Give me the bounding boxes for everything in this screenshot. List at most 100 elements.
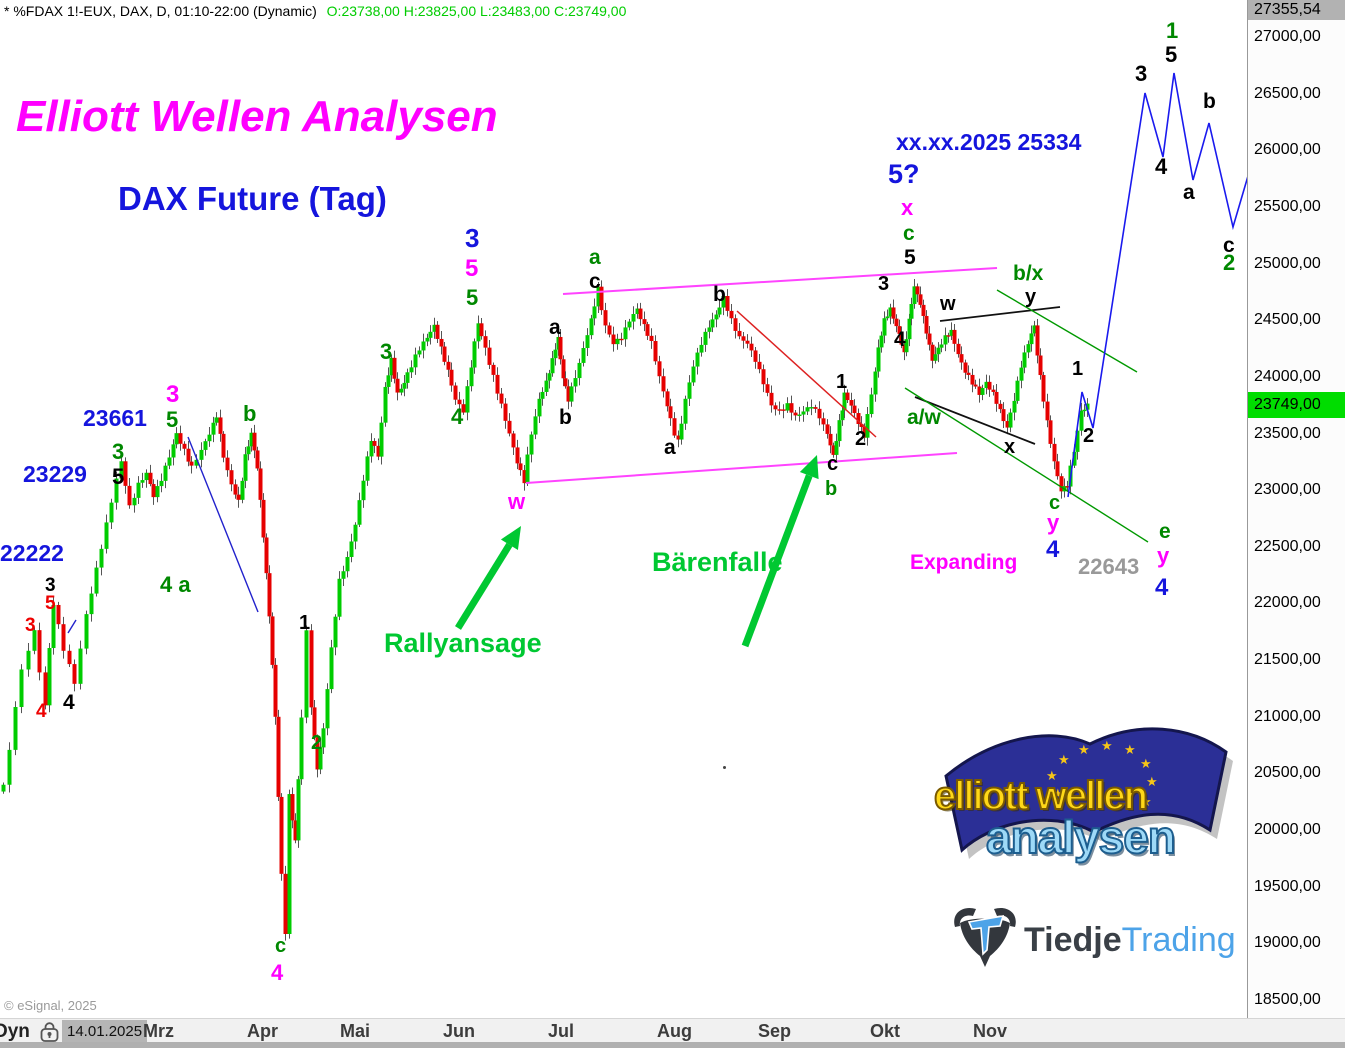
candle-body bbox=[1055, 461, 1060, 477]
wave-label: x bbox=[901, 195, 914, 220]
candle-body bbox=[491, 364, 496, 375]
candle-body bbox=[1075, 430, 1080, 452]
candle-body bbox=[1029, 333, 1034, 345]
wave-label: 3 bbox=[878, 273, 890, 295]
wave-label: 4 bbox=[451, 404, 464, 429]
candle-body bbox=[94, 567, 99, 594]
candle-body bbox=[167, 457, 172, 466]
scrollbar-track[interactable] bbox=[0, 1042, 1345, 1048]
wave-label: b/x bbox=[1013, 262, 1044, 285]
candle-body bbox=[261, 499, 266, 538]
candle-body bbox=[668, 406, 673, 419]
candle-body bbox=[649, 335, 654, 341]
candle-body bbox=[845, 392, 850, 401]
price-tick-label: 25000,00 bbox=[1254, 254, 1321, 272]
candle-body bbox=[596, 286, 601, 307]
ewa-logo-line1: elliott wellen bbox=[933, 773, 1149, 819]
wave-label: b bbox=[825, 478, 838, 500]
candle-body bbox=[163, 465, 168, 481]
candle-body bbox=[859, 424, 864, 427]
symbol-info: * %FDAX 1!-EUX, DAX, D, 01:10-22:00 (Dyn… bbox=[4, 3, 317, 19]
candle-body bbox=[304, 630, 309, 718]
candle-body bbox=[1032, 325, 1037, 334]
wave-label: 5? bbox=[888, 159, 920, 189]
candle-body bbox=[933, 354, 938, 361]
candle-body bbox=[930, 344, 935, 361]
wave-label: w bbox=[940, 293, 956, 315]
candle-body bbox=[615, 338, 620, 345]
svg-text:★: ★ bbox=[1140, 757, 1152, 772]
candle-body bbox=[909, 304, 914, 319]
month-tick-label: Apr bbox=[247, 1021, 278, 1041]
wave-label: 3 bbox=[1135, 61, 1148, 86]
candle-body bbox=[499, 393, 504, 404]
candle-body bbox=[885, 316, 890, 319]
symbol-header: * %FDAX 1!-EUX, DAX, D, 01:10-22:00 (Dyn… bbox=[4, 3, 626, 19]
candle-body bbox=[159, 480, 164, 487]
candle-body bbox=[745, 340, 750, 344]
wave-label: x bbox=[1004, 436, 1016, 458]
candle-body bbox=[240, 480, 245, 500]
month-tick-label: Jul bbox=[548, 1021, 575, 1041]
candle-body bbox=[891, 307, 896, 319]
candle-body bbox=[246, 446, 251, 455]
candle-body bbox=[270, 616, 275, 665]
candle-body bbox=[882, 318, 887, 336]
candle-body bbox=[337, 578, 342, 617]
candle-body bbox=[349, 541, 354, 557]
candle-body bbox=[998, 403, 1003, 410]
candle-body bbox=[645, 324, 650, 336]
candle-body bbox=[936, 347, 941, 355]
candle-body bbox=[1001, 409, 1006, 422]
candle-body bbox=[679, 423, 684, 440]
wave-label: Bärenfalle bbox=[652, 547, 783, 577]
wave-label: Rallyansage bbox=[384, 628, 542, 658]
candle-body bbox=[1022, 352, 1027, 368]
candle-body bbox=[980, 388, 985, 395]
candle-body bbox=[186, 448, 191, 462]
candle-body bbox=[1052, 443, 1057, 462]
dyn-mode-label[interactable]: Dyn bbox=[0, 1021, 30, 1042]
candle-body bbox=[469, 367, 474, 387]
candle-body bbox=[589, 318, 594, 336]
candle-body bbox=[290, 794, 295, 821]
candle-body bbox=[817, 408, 822, 419]
candle-body bbox=[809, 407, 814, 409]
candle-body bbox=[904, 339, 909, 353]
time-axis[interactable]: Dyn 14.01.2025 Mrz Apr Mai Jun Jul Aug Sep Okt N… bbox=[0, 1018, 1345, 1048]
candle-body bbox=[837, 420, 842, 442]
price-tick-label: 18500,00 bbox=[1254, 991, 1321, 1008]
candle-body bbox=[472, 341, 477, 368]
candle-body bbox=[309, 630, 314, 708]
candle-body bbox=[361, 480, 366, 501]
candle-body bbox=[529, 434, 534, 455]
candle-body bbox=[569, 386, 574, 402]
candle-body bbox=[148, 472, 153, 485]
candle-body bbox=[862, 426, 867, 438]
trendline bbox=[904, 387, 1149, 543]
cursor-date-badge[interactable]: 14.01.2025 bbox=[62, 1020, 148, 1042]
candle-body bbox=[511, 433, 516, 448]
candle-body bbox=[369, 441, 374, 457]
candle-body bbox=[642, 319, 647, 325]
price-axis[interactable]: 27355,54 27000,00 26500,00 26000,00 25500,0… bbox=[1247, 0, 1345, 1018]
ohlc-values: O:23738,00 H:23825,00 L:23483,00 C:23749… bbox=[326, 3, 627, 19]
wave-label: b bbox=[713, 283, 726, 306]
candle-body bbox=[801, 411, 806, 415]
candle-body bbox=[959, 354, 964, 363]
candle-body bbox=[977, 386, 982, 395]
month-tick-label: Jun bbox=[443, 1021, 476, 1041]
wave-label: c bbox=[589, 270, 601, 293]
candle-body bbox=[813, 407, 818, 409]
wave-label: b bbox=[1203, 90, 1216, 113]
candle-body bbox=[392, 357, 397, 379]
candle-body bbox=[104, 522, 109, 549]
lock-icon[interactable] bbox=[40, 1021, 59, 1048]
candle-body bbox=[831, 445, 836, 455]
candle-body bbox=[465, 386, 470, 413]
candle-body bbox=[353, 524, 358, 542]
candle-body bbox=[109, 502, 114, 523]
candle-body bbox=[631, 314, 636, 322]
wave-label: c bbox=[1049, 492, 1061, 514]
